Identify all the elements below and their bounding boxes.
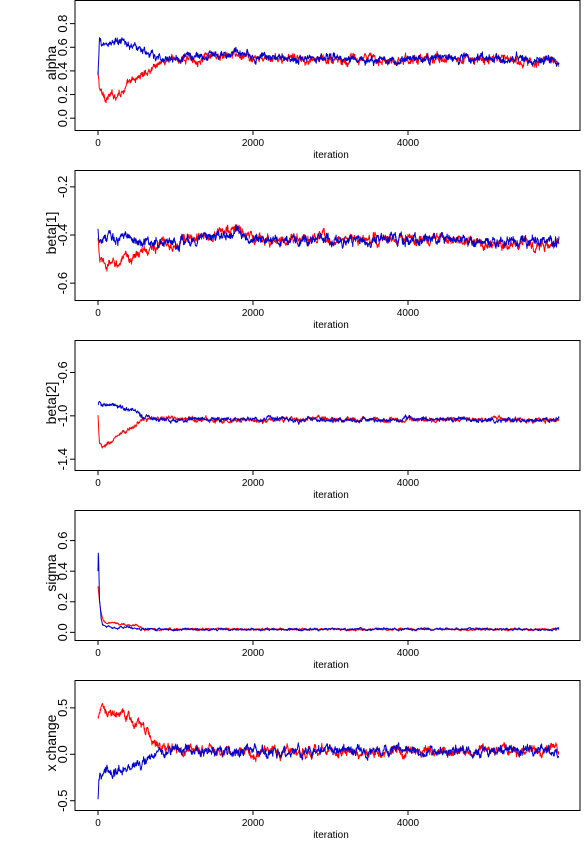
x-tick-label: 2000 [242,818,265,829]
y-tick-label: -0.5 [55,790,70,812]
y-tick-label: 0.0 [55,109,70,127]
x-tick-label: 0 [95,138,101,149]
trace-panel-2: 0 2000 4000 -0.6 -0.4 -0.2 beta[1] iteration [43,170,581,331]
x-tick-label: 0 [95,648,101,659]
x-tick-label: 4000 [397,818,420,829]
series-line-blue [97,224,560,253]
series-line-blue [97,742,560,800]
y-tick-label: -0.6 [55,361,70,383]
y-tick-label: -1.4 [55,448,70,470]
trace-panel-1: 0 2000 4000 0.0 0.2 0.4 0.6 0.8 alpha iteration [43,0,581,161]
y-axis-label: beta[1] [43,212,59,255]
trace-panel-5: 0 2000 4000 -0.5 0.0 0.5x change iteration [43,680,581,841]
x-tick-label: 4000 [397,138,420,149]
y-tick-label: 0.5 [55,699,70,717]
x-axis-label: iteration [313,830,349,841]
y-tick-label: 0.0 [55,745,70,763]
x-tick-label: 4000 [397,478,420,489]
y-tick-label: -0.6 [55,272,70,294]
y-tick-label: 0.2 [55,86,70,104]
x-axis-label: iteration [313,660,349,671]
y-tick-label: 0.0 [55,623,70,641]
x-tick-label: 2000 [242,308,265,319]
y-tick-label: 0.2 [55,593,70,611]
x-tick-label: 2000 [242,478,265,489]
series-line-blue [97,552,560,632]
plot-frame [74,340,581,471]
plot-frame [74,680,581,811]
y-axis-label: alpha [43,46,59,80]
y-tick-label: 0.8 [55,15,70,33]
x-tick-label: 2000 [242,648,265,659]
series-line-red [97,414,560,449]
x-tick-label: 4000 [397,648,420,659]
y-tick-label: -0.4 [55,224,70,246]
x-tick-label: 0 [95,478,101,489]
x-axis-label: iteration [313,150,349,161]
y-tick-label: 0.6 [55,532,70,550]
y-tick-label: 0.4 [55,562,70,580]
series-line-red [97,702,560,763]
series-line-blue [97,37,560,76]
x-axis-label: iteration [313,490,349,501]
y-tick-label: 0.6 [55,38,70,56]
plot-frame [74,0,581,131]
x-tick-label: 0 [95,308,101,319]
y-axis-label: sigma [43,554,59,592]
plot-frame [74,510,581,641]
y-axis-label: x change [43,714,59,771]
y-tick-label: -1.0 [55,405,70,427]
y-tick-label: -0.2 [55,176,70,198]
series-line-red [97,586,560,632]
x-tick-label: 2000 [242,138,265,149]
x-axis-label: iteration [313,320,349,331]
y-tick-label: 0.4 [55,62,70,80]
x-tick-label: 4000 [397,308,420,319]
series-line-red [97,224,560,272]
x-tick-label: 0 [95,818,101,829]
trace-panel-4: 0 2000 4000 0.0 0.2 0.4 0.6 sigma iteration [43,510,581,671]
series-line-blue [97,400,560,425]
y-axis-label: beta[2] [43,382,59,425]
